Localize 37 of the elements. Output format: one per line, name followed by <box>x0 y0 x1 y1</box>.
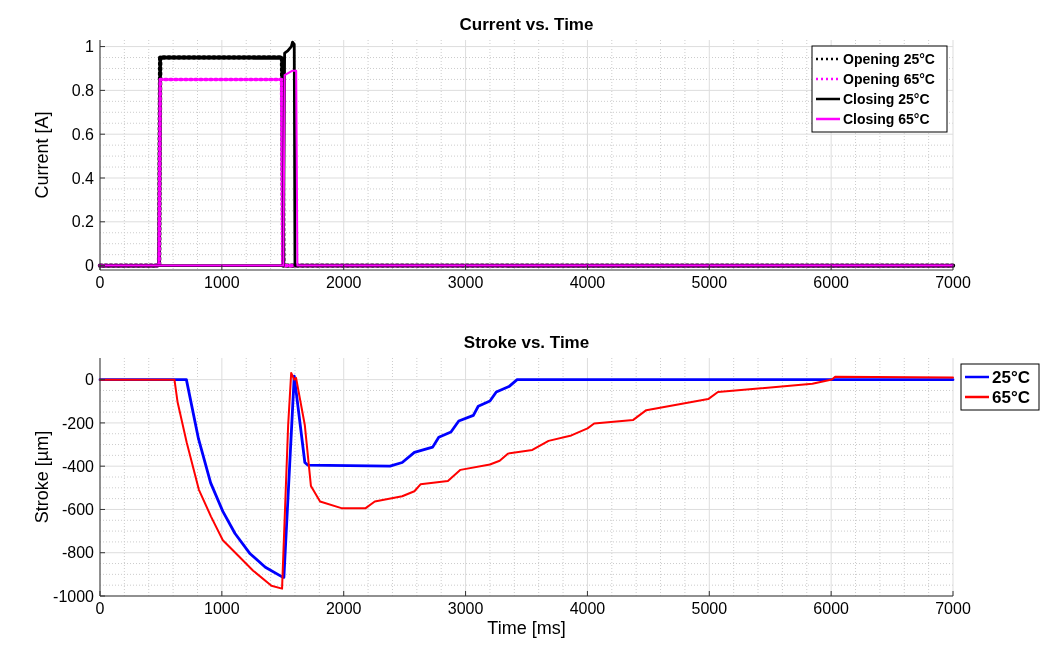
legend-label: Opening 65°C <box>843 70 935 87</box>
x-axis-title: Time [ms] <box>487 618 566 638</box>
y-tick-label: -600 <box>61 501 95 519</box>
y-tick-label: 0.2 <box>71 213 95 231</box>
x-tick-label: 5000 <box>691 274 728 291</box>
x-tick-label: 3000 <box>447 274 484 291</box>
y-tick-label: 0.8 <box>71 81 95 99</box>
y-axis-title: Current [A] <box>32 111 52 199</box>
x-tick-label: 1000 <box>204 600 240 617</box>
legend-label: Opening 25°C <box>843 50 935 67</box>
legend-label: Closing 65°C <box>843 110 930 127</box>
y-tick-label: -800 <box>61 544 95 562</box>
x-tick-label: 4000 <box>569 274 606 291</box>
x-tick-label: 7000 <box>935 274 971 291</box>
x-tick-label: 3000 <box>447 600 484 617</box>
y-tick-label: -400 <box>61 457 95 475</box>
y-tick-label: 1 <box>85 38 95 56</box>
legend-label: 25°C <box>992 367 1030 387</box>
x-tick-label: 1000 <box>204 274 240 291</box>
y-tick-label: -1000 <box>53 587 95 605</box>
x-tick-label: 7000 <box>935 600 971 617</box>
x-tick-label: 6000 <box>813 600 850 617</box>
y-tick-label: 0.4 <box>71 169 95 187</box>
chart-title: Current vs. Time <box>459 15 594 34</box>
x-tick-label: 4000 <box>569 600 606 617</box>
x-tick-label: 6000 <box>813 274 850 291</box>
y-tick-label: 0.6 <box>71 125 95 143</box>
y-axis-title: Stroke [µm] <box>32 430 52 524</box>
x-tick-label: 2000 <box>325 274 362 291</box>
x-tick-label: 2000 <box>325 600 362 617</box>
y-tick-label: 0 <box>85 371 95 389</box>
chart-title: Stroke vs. Time <box>463 333 590 352</box>
y-tick-label: 0 <box>85 257 95 275</box>
y-tick-label: -200 <box>61 414 95 432</box>
legend-label: 65°C <box>992 387 1030 407</box>
x-tick-label: 5000 <box>691 600 728 617</box>
legend-label: Closing 25°C <box>843 90 930 107</box>
